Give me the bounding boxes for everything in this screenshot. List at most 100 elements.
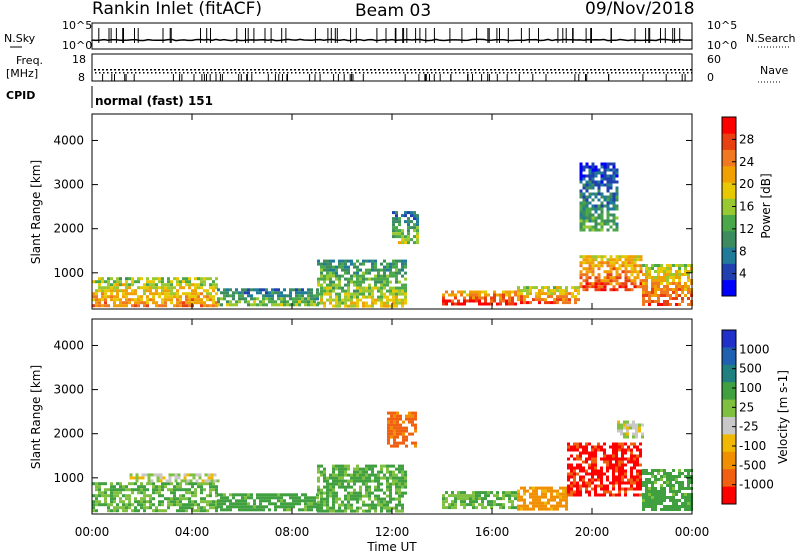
velocity-cell-2 [316, 496, 319, 500]
power-cell-2 [362, 304, 365, 308]
power-cell-2 [374, 262, 377, 266]
nave-dot [227, 72, 229, 74]
nave-dot [295, 72, 297, 74]
power-cell-7 [585, 207, 589, 211]
velocity-cell-4 [393, 429, 396, 433]
nave-dot [627, 72, 629, 74]
power-cell-6 [597, 267, 601, 271]
velocity-cell-2 [241, 499, 244, 503]
power-cell-2 [401, 304, 404, 308]
power-cell-5 [556, 289, 559, 293]
power-cell-0 [176, 301, 179, 305]
power-cell-1 [280, 294, 283, 298]
freq-dot [494, 69, 496, 71]
power-cell-4 [505, 299, 508, 303]
velocity-cell-3 [359, 476, 362, 480]
power-cell-8 [660, 303, 663, 306]
power-cell-0 [137, 286, 140, 290]
velocity-cell-0 [92, 494, 95, 498]
power-cell-0 [143, 283, 146, 287]
velocity-cell-7 [573, 493, 576, 497]
power-cell-6 [606, 273, 610, 277]
velocity-cell-9 [663, 490, 666, 493]
velocity-cell-2 [220, 508, 223, 512]
power-cell-6 [630, 267, 634, 271]
power-cell-2 [344, 304, 347, 308]
power-cell-1 [301, 288, 304, 292]
velocity-cell-7 [618, 463, 621, 467]
velocity-cell-9 [672, 505, 675, 508]
velocity-cell-0 [122, 500, 125, 504]
velocity-cell-9 [684, 469, 687, 472]
velocity-cell-2 [286, 493, 289, 497]
power-cell-7 [585, 183, 589, 187]
velocity-cell-6 [523, 492, 526, 496]
velocity-cell-7 [612, 445, 615, 449]
power-cell-0 [155, 283, 158, 287]
power-cell-3 [395, 229, 398, 233]
velocity-cell-7 [612, 484, 615, 488]
velocity-cell-4 [411, 417, 414, 421]
power-cell-7 [600, 216, 604, 220]
velocity-cell-7 [609, 466, 612, 470]
velocity-cell-2 [313, 496, 316, 500]
power-cell-2 [317, 292, 320, 296]
power-cell-6 [609, 273, 613, 277]
velocity-cell-0 [140, 500, 143, 504]
velocity-cell-0 [185, 509, 188, 513]
velocity-cell-2 [289, 496, 292, 500]
freq-dot [426, 69, 428, 71]
power-cell-2 [329, 298, 332, 302]
power-cell-2 [323, 265, 326, 269]
velocity-cell-3 [395, 467, 398, 471]
velocity-cell-7 [618, 487, 621, 491]
velocity-cell-0 [128, 488, 131, 492]
velocity-cell-7 [636, 469, 639, 473]
power-cell-8 [687, 285, 690, 288]
power-cell-4 [484, 296, 487, 300]
nave-dot [563, 72, 565, 74]
nave-dot [451, 72, 453, 74]
power-cell-3 [410, 211, 413, 215]
power-cell-2 [401, 292, 404, 296]
velocity-cell-7 [630, 448, 633, 452]
freq-dot [186, 69, 188, 71]
velocity-cell-0 [119, 488, 122, 492]
power-cell-0 [98, 298, 101, 302]
power-cell-0 [95, 301, 98, 305]
power-cell-2 [323, 286, 326, 290]
power-cell-2 [353, 295, 356, 299]
power-cell-2 [362, 280, 365, 284]
velocity-cell-9 [657, 478, 660, 481]
power-cell-0 [176, 295, 179, 299]
power-colorbar-swatch [722, 198, 736, 216]
power-cell-2 [323, 262, 326, 266]
power-cell-6 [603, 261, 607, 265]
power-cell-4 [505, 302, 508, 306]
power-cell-7 [609, 195, 613, 199]
velocity-cell-0 [161, 485, 164, 489]
power-cell-2 [401, 283, 404, 287]
velocity-cell-7 [606, 484, 609, 488]
velocity-cell-3 [338, 470, 341, 474]
power-cell-0 [152, 292, 155, 296]
velocity-cell-3 [344, 506, 347, 510]
velocity-cell-0 [110, 485, 113, 489]
power-cell-2 [377, 286, 380, 290]
power-cell-6 [606, 258, 610, 262]
velocity-cell-3 [377, 482, 380, 486]
velocity-cell-0 [110, 482, 113, 486]
velocity-cell-1 [156, 479, 160, 483]
power-cell-3 [404, 220, 407, 224]
velocity-cell-3 [386, 506, 389, 510]
nave-dot [667, 72, 669, 74]
nave-dot [103, 72, 105, 74]
velocity-cell-4 [387, 432, 390, 436]
power-cell-1 [292, 300, 295, 304]
velocity-cell-9 [648, 496, 651, 499]
freq-dot [170, 69, 172, 71]
power-cell-8 [660, 276, 663, 279]
velocity-cell-5 [454, 506, 457, 510]
velocity-cell-3 [362, 509, 365, 513]
velocity-cell-0 [161, 503, 164, 507]
